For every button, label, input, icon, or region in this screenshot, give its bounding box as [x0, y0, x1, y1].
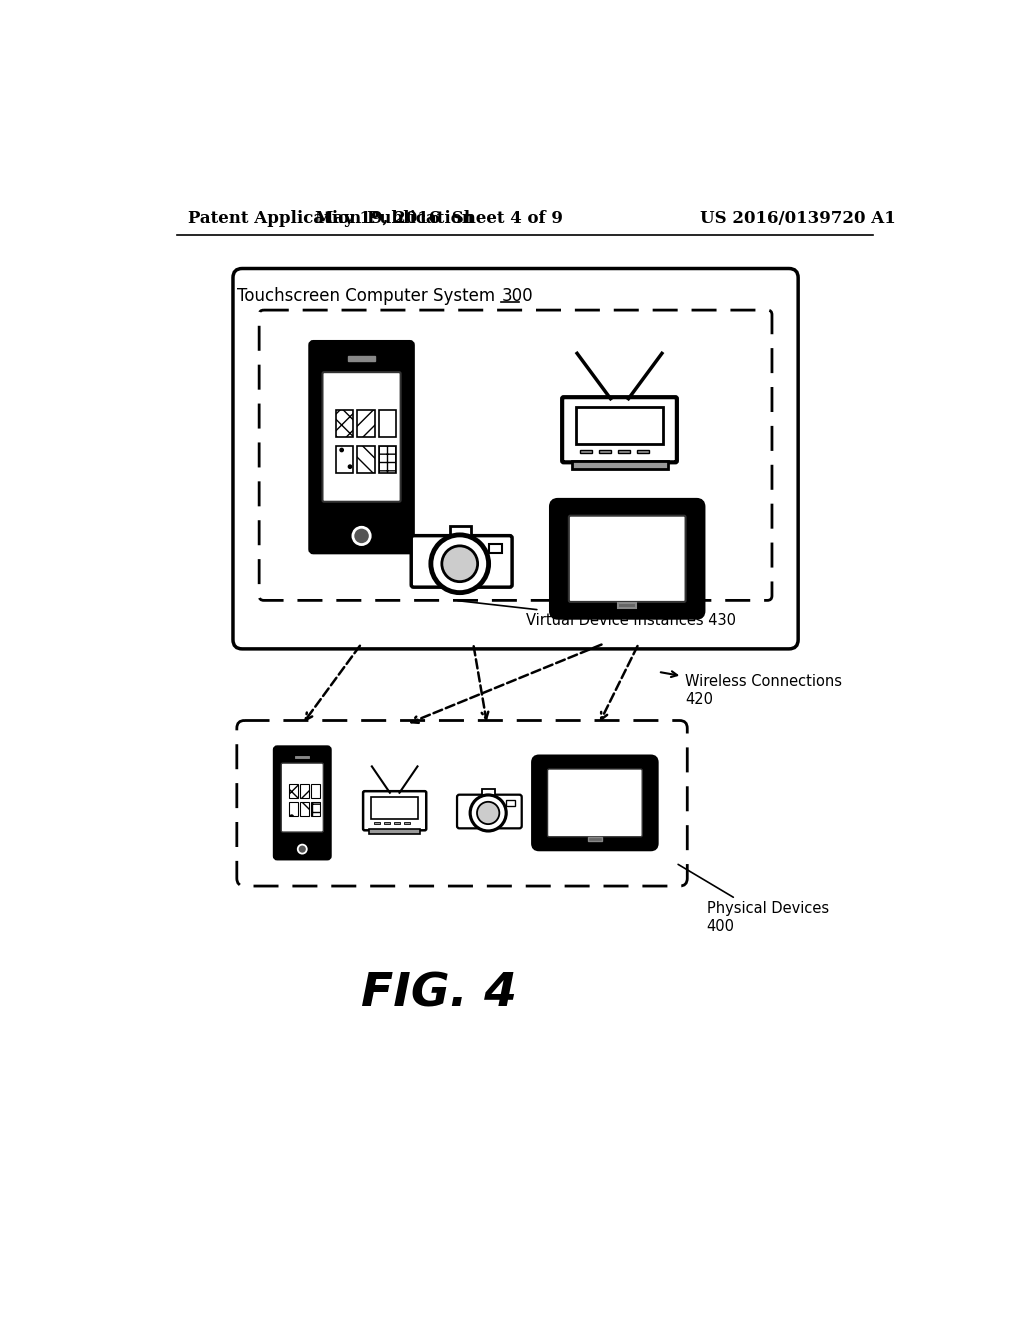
- Circle shape: [477, 801, 500, 824]
- Bar: [637, 450, 648, 453]
- Bar: [588, 837, 602, 841]
- Bar: [618, 603, 636, 609]
- Bar: [311, 803, 321, 816]
- Text: May 19, 2016  Sheet 4 of 9: May 19, 2016 Sheet 4 of 9: [314, 210, 562, 227]
- Bar: [289, 784, 298, 797]
- Bar: [300, 803, 309, 816]
- Bar: [369, 829, 421, 834]
- Bar: [379, 446, 396, 473]
- Bar: [506, 800, 515, 807]
- Bar: [379, 411, 396, 437]
- Bar: [404, 822, 411, 824]
- Text: Patent Application Publication: Patent Application Publication: [188, 210, 474, 227]
- Bar: [451, 525, 471, 539]
- Bar: [348, 356, 375, 360]
- Bar: [336, 411, 353, 437]
- Circle shape: [441, 546, 477, 582]
- Text: Wireless Connections
420: Wireless Connections 420: [660, 672, 842, 706]
- Bar: [300, 784, 309, 797]
- Bar: [357, 411, 375, 437]
- Bar: [394, 822, 400, 824]
- FancyBboxPatch shape: [457, 795, 521, 829]
- FancyBboxPatch shape: [237, 721, 687, 886]
- Bar: [374, 822, 380, 824]
- FancyBboxPatch shape: [569, 516, 686, 602]
- Bar: [575, 407, 664, 444]
- Text: Touchscreen Computer System: Touchscreen Computer System: [237, 288, 500, 305]
- FancyBboxPatch shape: [282, 763, 324, 832]
- FancyBboxPatch shape: [310, 342, 413, 552]
- Bar: [618, 450, 630, 453]
- FancyBboxPatch shape: [562, 397, 677, 462]
- Text: Virtual Device Instances 430: Virtual Device Instances 430: [458, 601, 735, 628]
- Bar: [372, 797, 418, 818]
- Bar: [488, 544, 502, 553]
- FancyBboxPatch shape: [412, 536, 512, 587]
- FancyBboxPatch shape: [552, 500, 702, 616]
- Text: 300: 300: [502, 288, 534, 305]
- Bar: [581, 450, 592, 453]
- Bar: [357, 446, 375, 473]
- Circle shape: [470, 795, 506, 832]
- Bar: [599, 450, 610, 453]
- FancyBboxPatch shape: [532, 756, 656, 850]
- FancyBboxPatch shape: [548, 770, 642, 837]
- Text: FIG. 4: FIG. 4: [360, 972, 516, 1016]
- Text: US 2016/0139720 A1: US 2016/0139720 A1: [700, 210, 896, 227]
- Circle shape: [298, 845, 307, 854]
- Bar: [289, 803, 298, 816]
- Bar: [295, 755, 309, 758]
- Bar: [571, 461, 668, 469]
- FancyBboxPatch shape: [233, 268, 798, 649]
- FancyBboxPatch shape: [323, 372, 400, 502]
- Bar: [311, 784, 321, 797]
- FancyBboxPatch shape: [274, 747, 331, 859]
- Circle shape: [431, 535, 488, 593]
- Bar: [384, 822, 390, 824]
- Text: Physical Devices
400: Physical Devices 400: [678, 865, 828, 933]
- Bar: [336, 446, 353, 473]
- Circle shape: [353, 527, 371, 545]
- Bar: [482, 789, 496, 797]
- FancyBboxPatch shape: [364, 791, 426, 830]
